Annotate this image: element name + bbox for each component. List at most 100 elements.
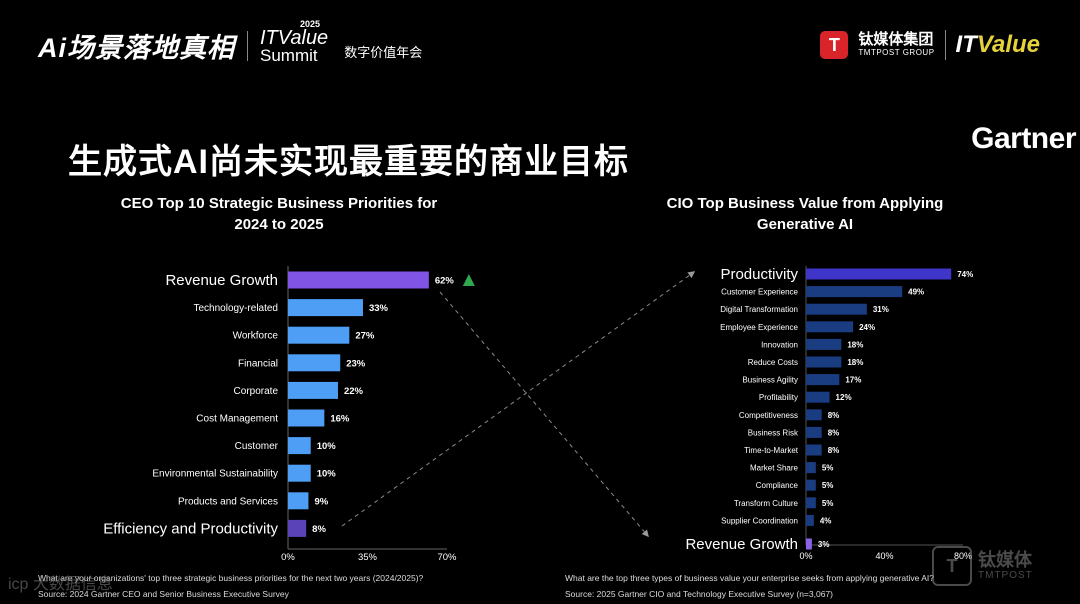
right-value-label: 8%	[828, 428, 840, 437]
left-value-label: 10%	[317, 441, 337, 452]
itvalue-logo: ITValue	[956, 31, 1040, 59]
tmtpost-logo-text: 钛媒体集团 TMTPOST GROUP	[858, 32, 934, 57]
right-category-label: Transform Culture	[734, 499, 799, 508]
right-chart-title-line1: CIO Top Business Value from Applying	[666, 195, 944, 212]
right-value-label: 18%	[847, 340, 863, 349]
gartner-logo: Gartner	[971, 122, 1076, 155]
itvalue-logo-value: Value	[976, 31, 1040, 58]
watermark-right-en: TMTPOST	[978, 570, 1033, 582]
right-footnote-source: Source: 2025 Gartner CIO and Technology …	[565, 589, 833, 599]
header-right: T 钛媒体集团 TMTPOST GROUP ITValue	[820, 30, 1040, 60]
tmtpost-en: TMTPOST GROUP	[858, 47, 935, 57]
right-category-label: Reduce Costs	[748, 358, 798, 367]
right-category-label: Revenue Growth	[685, 536, 798, 553]
watermark-right-text: 钛媒体 TMTPOST	[978, 549, 1033, 582]
watermark-right: T 钛媒体 TMTPOST	[932, 546, 1033, 586]
left-category-label: Products and Services	[178, 496, 278, 507]
right-category-label: Compliance	[756, 481, 799, 490]
right-category-label: Productivity	[720, 266, 798, 283]
left-bar	[288, 437, 311, 455]
left-bar	[288, 381, 338, 399]
right-x-tick-label: 80%	[954, 551, 972, 561]
left-footnote-question: What are your organizations' top three s…	[38, 573, 424, 583]
right-bar	[806, 374, 840, 386]
left-bar	[288, 354, 341, 372]
left-x-tick-label: 35%	[358, 552, 378, 563]
up-triangle-icon	[462, 274, 475, 286]
right-bar	[806, 444, 822, 456]
left-chart-title-line1: CEO Top 10 Strategic Business Priorities…	[120, 195, 438, 212]
itvalue-top-text: ITValue	[260, 26, 329, 49]
right-bar	[806, 409, 822, 421]
left-category-label: Financial	[238, 358, 278, 369]
left-category-label: Cost Management	[196, 414, 278, 425]
left-value-label: 8%	[312, 524, 326, 535]
right-value-label: 8%	[828, 446, 840, 455]
left-value-label: 22%	[344, 386, 364, 397]
left-category-label: Environmental Sustainability	[152, 469, 278, 480]
left-value-label: 9%	[314, 496, 328, 507]
right-category-label: Digital Transformation	[720, 305, 798, 314]
watermark-left: icp 大数据信息	[8, 576, 113, 593]
right-category-label: Business Risk	[748, 428, 799, 437]
right-value-label: 74%	[957, 270, 973, 279]
right-x-tick-label: 40%	[875, 551, 893, 561]
right-bar	[806, 268, 952, 280]
header-right-divider	[944, 30, 946, 60]
right-bar	[806, 538, 812, 550]
right-chart-title-line2: Generative AI	[756, 216, 854, 233]
left-value-label: 27%	[355, 331, 375, 342]
itvalue-year: 2025	[300, 18, 321, 29]
tmtpost-logo-icon: T	[820, 31, 849, 59]
right-chart-title: CIO Top Business Value from Applying Gen…	[640, 193, 970, 235]
left-bar	[288, 326, 350, 344]
arrow-productivity	[341, 271, 696, 527]
left-category-label: Customer	[235, 441, 279, 452]
tmtpost-cn: 钛媒体集团	[858, 31, 934, 49]
right-value-label: 4%	[820, 516, 832, 525]
left-value-label: 33%	[369, 303, 389, 314]
right-category-label: Innovation	[761, 340, 798, 349]
left-bar	[288, 519, 307, 537]
right-bar	[806, 462, 816, 474]
right-bar	[806, 286, 903, 298]
right-value-label: 12%	[836, 393, 852, 402]
right-value-label: 8%	[828, 411, 840, 420]
right-value-label: 18%	[847, 358, 863, 367]
right-bar	[806, 338, 842, 350]
right-bar	[806, 321, 854, 333]
left-category-label: Efficiency and Productivity	[103, 520, 278, 537]
page-title: 生成式AI尚未实现最重要的商业目标	[68, 143, 629, 181]
right-value-label: 5%	[822, 499, 834, 508]
right-value-label: 5%	[822, 481, 834, 490]
watermark-right-cn: 钛媒体	[978, 549, 1032, 570]
brand-ai-logo: Ai场景落地真相	[38, 33, 235, 63]
left-value-label: 16%	[330, 414, 350, 425]
right-footnote-question: What are the top three types of business…	[565, 573, 935, 583]
left-category-label: Technology-related	[194, 303, 279, 314]
itvalue-logo-it: IT	[955, 31, 977, 58]
right-value-label: 17%	[845, 376, 861, 385]
right-category-label: Business Agility	[742, 376, 798, 385]
right-bar	[806, 479, 816, 491]
left-footnote-source: Source: 2024 Gartner CEO and Senior Busi…	[38, 589, 289, 599]
left-chart-title: CEO Top 10 Strategic Business Priorities…	[104, 193, 454, 235]
left-category-label: Revenue Growth	[165, 272, 278, 289]
right-category-label: Competitiveness	[739, 411, 798, 420]
right-value-label: 3%	[818, 540, 830, 549]
right-bar	[806, 426, 822, 438]
right-bar	[806, 303, 867, 315]
itvalue-summit-logo: ITValue 2025 Summit	[260, 19, 329, 64]
left-bar	[288, 492, 309, 510]
right-value-label: 49%	[908, 288, 924, 297]
right-category-label: Employee Experience	[720, 323, 798, 332]
right-bar	[806, 356, 842, 368]
right-value-label: 24%	[859, 323, 875, 332]
right-bar	[806, 497, 816, 509]
left-value-label: 23%	[346, 358, 366, 369]
left-bar	[288, 299, 363, 317]
left-x-tick-label: 0%	[281, 552, 295, 563]
left-bar	[288, 409, 325, 427]
left-x-tick-label: 70%	[437, 552, 457, 563]
